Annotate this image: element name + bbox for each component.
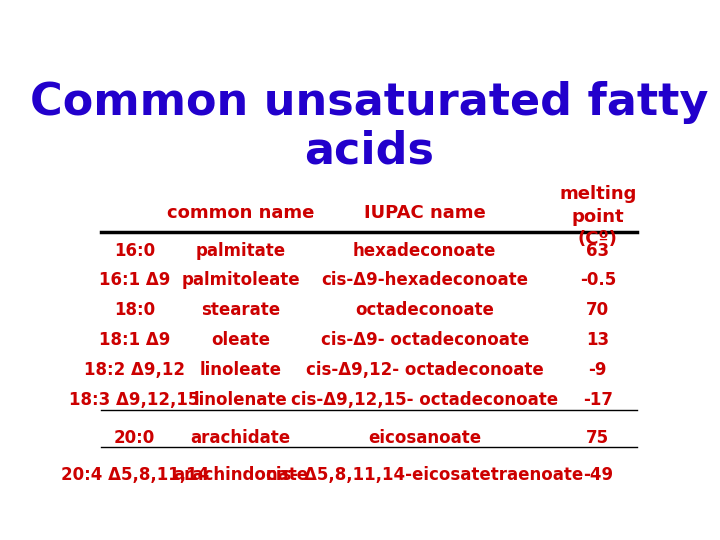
Text: melting
point
(Cº): melting point (Cº) [559, 185, 636, 248]
Text: cis-Δ9- octadeconoate: cis-Δ9- octadeconoate [320, 332, 529, 349]
Text: acids: acids [304, 129, 434, 172]
Text: octadeconoate: octadeconoate [356, 301, 494, 319]
Text: 18:1 Δ9: 18:1 Δ9 [99, 332, 171, 349]
Text: cis- Δ5,8,11,14-eicosatetraenoate: cis- Δ5,8,11,14-eicosatetraenoate [266, 466, 583, 484]
Text: 70: 70 [586, 301, 609, 319]
Text: Common unsaturated fatty: Common unsaturated fatty [30, 82, 708, 124]
Text: oleate: oleate [211, 332, 270, 349]
Text: hexadeconoate: hexadeconoate [353, 241, 497, 260]
Text: linoleate: linoleate [199, 361, 282, 379]
Text: cis-Δ9-hexadeconoate: cis-Δ9-hexadeconoate [321, 272, 528, 289]
Text: palmitate: palmitate [196, 241, 286, 260]
Text: arachidate: arachidate [191, 429, 291, 447]
Text: arachindonate: arachindonate [173, 466, 308, 484]
Text: cis-Δ9,12,15- octadeconoate: cis-Δ9,12,15- octadeconoate [291, 391, 559, 409]
Text: 20:4 Δ5,8,11,14: 20:4 Δ5,8,11,14 [60, 466, 209, 484]
Text: cis-Δ9,12- octadeconoate: cis-Δ9,12- octadeconoate [306, 361, 544, 379]
Text: 18:3 Δ9,12,15: 18:3 Δ9,12,15 [69, 391, 200, 409]
Text: palmitoleate: palmitoleate [181, 272, 300, 289]
Text: -49: -49 [582, 466, 613, 484]
Text: -17: -17 [582, 391, 613, 409]
Text: 16:0: 16:0 [114, 241, 156, 260]
Text: eicosanoate: eicosanoate [368, 429, 482, 447]
Text: common name: common name [167, 204, 315, 222]
Text: stearate: stearate [201, 301, 280, 319]
Text: -0.5: -0.5 [580, 272, 616, 289]
Text: -9: -9 [588, 361, 607, 379]
Text: 18:2 Δ9,12: 18:2 Δ9,12 [84, 361, 185, 379]
Text: 63: 63 [586, 241, 609, 260]
Text: 18:0: 18:0 [114, 301, 156, 319]
Text: 20:0: 20:0 [114, 429, 156, 447]
Text: 75: 75 [586, 429, 609, 447]
Text: 16:1 Δ9: 16:1 Δ9 [99, 272, 171, 289]
Text: linolenate: linolenate [194, 391, 287, 409]
Text: IUPAC name: IUPAC name [364, 204, 486, 222]
Text: 13: 13 [586, 332, 609, 349]
